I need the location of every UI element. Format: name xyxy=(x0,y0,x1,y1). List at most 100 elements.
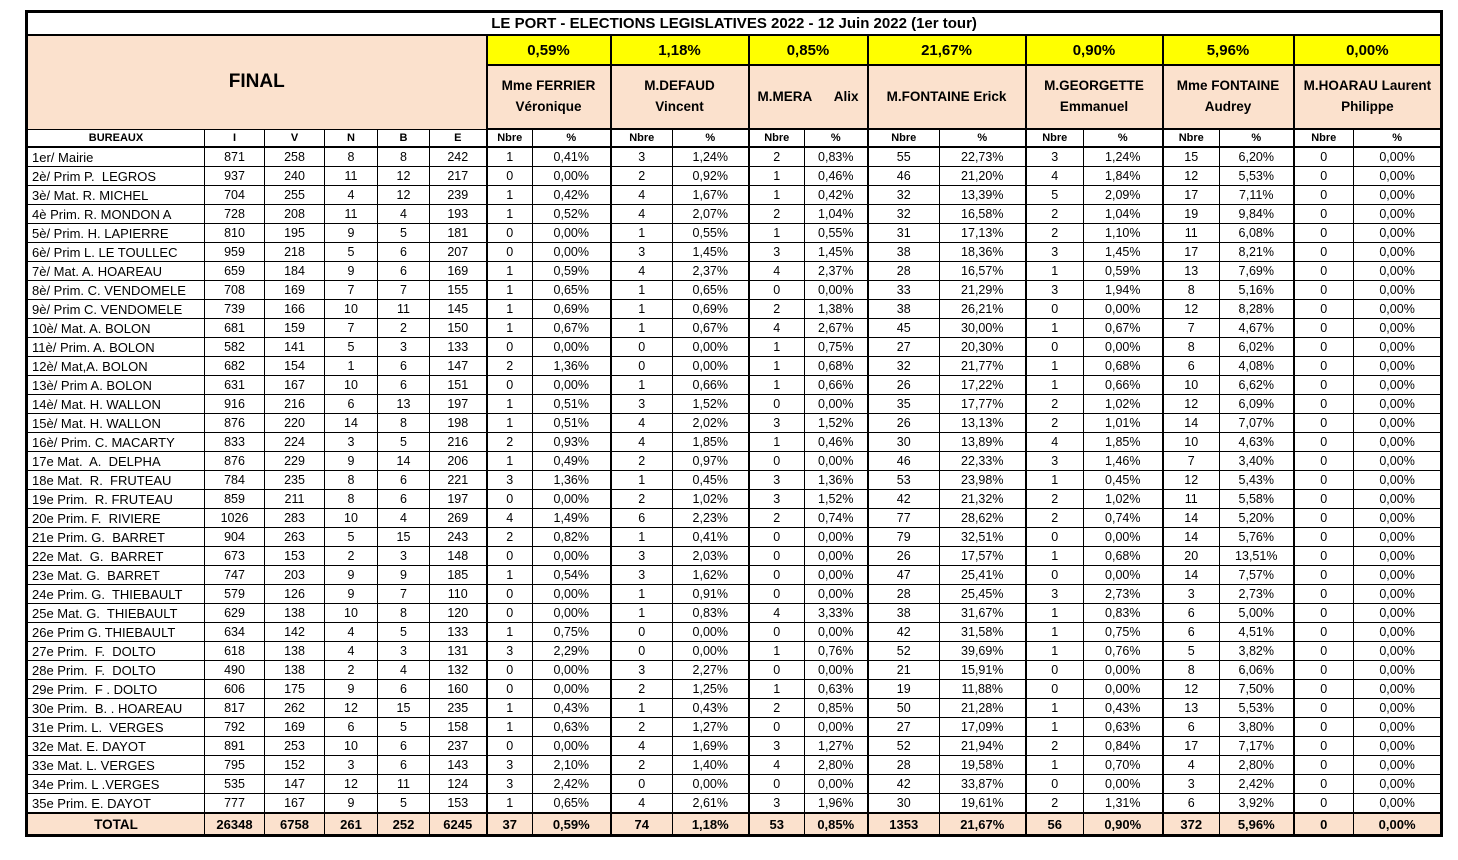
candidate-nbre: 0 xyxy=(1024,337,1084,357)
base-value: 12 xyxy=(324,774,378,794)
candidate-nbre: 0 xyxy=(1292,641,1354,661)
candidate-nbre: 0 xyxy=(485,242,533,262)
bureau-name: 14è/ Mat. H. WALLON xyxy=(26,394,205,414)
base-value: 269 xyxy=(429,508,487,528)
table-row: 6è/ Prim L. LE TOULLEC 959 218 5 6 207 0 0,00% 3… xyxy=(26,242,1443,262)
base-value: 229 xyxy=(264,451,325,471)
candidate-pct: 0,83% xyxy=(804,146,868,167)
base-value: 7 xyxy=(324,280,378,300)
candidate-nbre: 1 xyxy=(609,375,673,395)
candidate-pct: 0,84% xyxy=(1083,736,1163,756)
bureau-name: 28e Prim. F. DOLTO xyxy=(26,660,205,680)
candidate-pct: 0,74% xyxy=(1083,508,1163,528)
candidate-pct: 0,00% xyxy=(672,774,749,794)
candidate-pct: 16,57% xyxy=(939,261,1026,281)
base-value: 7 xyxy=(377,584,430,604)
base-value: 147 xyxy=(429,356,487,376)
pct-header: % xyxy=(1083,128,1163,148)
base-value: 11 xyxy=(377,299,430,319)
candidate-nbre: 0 xyxy=(747,546,805,566)
base-value: 216 xyxy=(264,394,325,414)
candidate-pct: 0,66% xyxy=(804,375,868,395)
candidate-nbre: 3 xyxy=(609,242,673,262)
candidate-pct: 0,42% xyxy=(532,185,611,205)
candidate-nbre: 1 xyxy=(609,223,673,243)
candidate-nbre: 1 xyxy=(747,641,805,661)
candidate-pct: 0,00% xyxy=(1083,337,1163,357)
base-value: 2 xyxy=(324,546,378,566)
candidate-nbre: 8 xyxy=(1161,337,1220,357)
base-value: 9 xyxy=(324,565,378,585)
base-value: 133 xyxy=(429,622,487,642)
candidate-nbre: 38 xyxy=(866,242,940,262)
candidate-pct: 1,94% xyxy=(1083,280,1163,300)
base-value: 263 xyxy=(264,527,325,547)
candidate-pct: 0,00% xyxy=(1083,679,1163,699)
base-value: 283 xyxy=(264,508,325,528)
candidate-name: Mme FONTAINE Audrey xyxy=(1161,64,1294,130)
candidate-pct: 2,61% xyxy=(672,793,749,814)
base-value: 239 xyxy=(429,185,487,205)
candidate-pct: 0,67% xyxy=(1083,318,1163,338)
pct-header: % xyxy=(804,128,868,148)
base-value: 4 xyxy=(377,508,430,528)
table-row: 33e Mat. L. VERGES 795 152 3 6 143 3 2,10% 2 1,40… xyxy=(26,755,1443,775)
base-value: 211 xyxy=(264,489,325,509)
base-value: 13 xyxy=(377,394,430,414)
nbre-header: Nbre xyxy=(1161,128,1220,148)
base-value: 6 xyxy=(377,470,430,490)
candidate-nbre: 4 xyxy=(609,185,673,205)
base-value: 6 xyxy=(377,356,430,376)
base-value: 11 xyxy=(324,204,378,224)
candidate-pct: 2,09% xyxy=(1083,185,1163,205)
bureau-name: 30e Prim. B. . HOAREAU xyxy=(26,698,205,718)
candidate-nbre: 6 xyxy=(609,508,673,528)
candidate-nbre: 14 xyxy=(1161,565,1220,585)
total-base-value: 252 xyxy=(377,812,430,836)
candidate-nbre: 1 xyxy=(485,261,533,281)
candidate-nbre: 6 xyxy=(1161,603,1220,623)
candidate-nbre: 0 xyxy=(747,565,805,585)
candidate-pct: 0,55% xyxy=(804,223,868,243)
candidate-pct: 0,00% xyxy=(1352,318,1443,338)
candidate-nbre: 4 xyxy=(609,793,673,814)
candidate-pct: 0,69% xyxy=(532,299,611,319)
candidate-pct: 0,63% xyxy=(1083,717,1163,737)
candidate-pct: 0,00% xyxy=(1083,527,1163,547)
candidate-pct: 6,08% xyxy=(1219,223,1294,243)
candidate-total-pct: 0,85% xyxy=(747,34,869,66)
table-row: 9è/ Prim C. VENDOMELE 739 166 10 11 145 1 0,69%… xyxy=(26,299,1443,319)
candidate-nbre: 0 xyxy=(747,717,805,737)
page-title: LE PORT - ELECTIONS LEGISLATIVES 2022 - … xyxy=(25,11,1443,36)
candidate-pct: 6,06% xyxy=(1219,660,1294,680)
table-row: 27e Prim. F. DOLTO 618 138 4 3 131 3 2,29% 0 0,00… xyxy=(26,641,1443,661)
candidate-pct: 6,62% xyxy=(1219,375,1294,395)
base-value: 160 xyxy=(429,679,487,699)
final-label: FINAL xyxy=(26,34,488,130)
candidate-nbre: 2 xyxy=(1024,394,1084,414)
candidate-nbre: 0 xyxy=(1292,736,1354,756)
table-row: 29e Prim. F . DOLTO 606 175 9 6 160 0 0,00% 2 1,2… xyxy=(26,679,1443,699)
candidate-nbre: 0 xyxy=(747,660,805,680)
candidate-pct: 1,69% xyxy=(672,736,749,756)
candidate-nbre: 12 xyxy=(1161,679,1220,699)
candidate-nbre: 0 xyxy=(485,736,533,756)
candidate-nbre: 2 xyxy=(609,717,673,737)
bureau-name: 33e Mat. L. VERGES xyxy=(26,755,205,775)
candidate-pct: 0,00% xyxy=(804,584,868,604)
candidate-pct: 0,49% xyxy=(532,451,611,471)
pct-row: FINAL 0,59% 1,18% 0,85% 21,67% 0,90% 5,96% 0,0… xyxy=(26,34,1443,130)
candidate-nbre: 4 xyxy=(485,508,533,528)
base-value: 792 xyxy=(204,717,265,737)
base-value: 253 xyxy=(264,736,325,756)
base-value: 11 xyxy=(324,166,378,186)
base-value: 124 xyxy=(429,774,487,794)
candidate-pct: 1,36% xyxy=(532,470,611,490)
candidate-nbre: 1 xyxy=(609,698,673,718)
base-value: 237 xyxy=(429,736,487,756)
candidate-nbre: 50 xyxy=(866,698,940,718)
base-value: 126 xyxy=(264,584,325,604)
candidate-nbre: 2 xyxy=(609,166,673,186)
candidate-pct: 7,17% xyxy=(1219,736,1294,756)
candidate-nbre: 1 xyxy=(747,185,805,205)
